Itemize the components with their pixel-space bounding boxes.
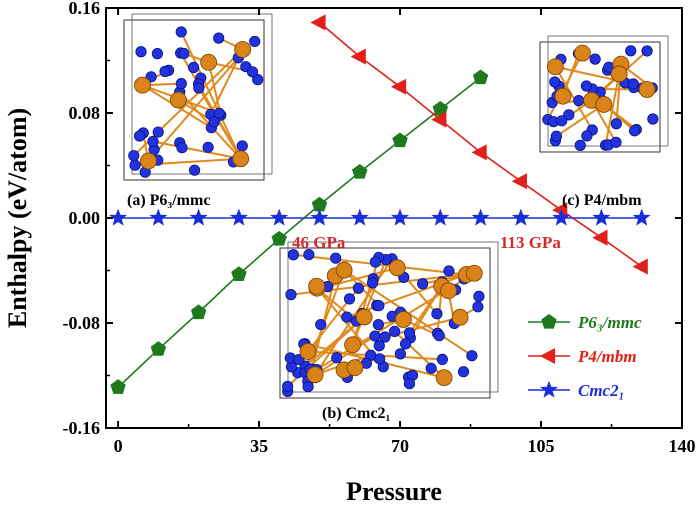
- axis-ticks: 0 35 70 105 140 0.16 0.08 0.00 -0.08 -0.16: [63, 0, 696, 456]
- series-line: [117, 76, 482, 388]
- y-tick-label: -0.08: [63, 313, 101, 333]
- legend-marker: [540, 380, 558, 398]
- data-point-star: [471, 208, 490, 226]
- data-point-pentagon: [352, 163, 368, 179]
- x-tick-label: 0: [114, 436, 123, 456]
- data-point-pentagon: [150, 341, 167, 356]
- y-tick-label: 0.08: [69, 103, 101, 123]
- crystal-structure-insets: [123, 13, 669, 399]
- data-point-star: [229, 208, 248, 226]
- legend: P6₃/mmc P4/mbm Cmc2₁: [528, 313, 642, 400]
- data-point-pentagon: [110, 379, 126, 394]
- legend-marker: [539, 347, 556, 365]
- x-tick-label: 105: [528, 436, 555, 456]
- series-markers: [109, 14, 651, 394]
- data-point-triangle-left: [350, 48, 366, 65]
- data-point-pentagon: [231, 266, 247, 281]
- data-point-star: [511, 208, 530, 226]
- data-point-triangle-left: [632, 258, 648, 275]
- data-point-triangle-left: [431, 111, 447, 128]
- data-point-star: [109, 208, 128, 226]
- data-point-star: [431, 208, 450, 226]
- legend-label: Cmc2₁: [578, 381, 625, 400]
- data-point-triangle-left: [310, 14, 326, 31]
- data-point-triangle-left: [592, 229, 608, 246]
- inset-caption-c: (c) P4/mbm: [562, 192, 642, 209]
- data-point-star: [592, 208, 611, 226]
- annotation-46gpa: 46 GPa: [292, 233, 346, 252]
- x-tick-label: 35: [250, 436, 268, 456]
- crystal-illustration: [123, 13, 273, 181]
- crystal-illustration: [539, 35, 669, 153]
- data-point-pentagon: [190, 304, 207, 320]
- data-point-pentagon: [271, 230, 287, 246]
- y-axis-label: Enthalpy (eV/atom): [3, 108, 32, 328]
- legend-marker: [541, 313, 557, 329]
- x-axis-label: Pressure: [346, 477, 442, 506]
- data-point-triangle-left: [390, 78, 407, 95]
- data-point-star: [391, 208, 410, 226]
- x-tick-label: 70: [391, 436, 409, 456]
- inset-caption-b: (b) Cmc2₁: [322, 405, 391, 422]
- data-point-star: [350, 208, 369, 226]
- data-point-star: [270, 208, 289, 226]
- inset-caption-a: (a) P6₃/mmc: [127, 192, 210, 209]
- data-point-star: [552, 208, 571, 226]
- data-point-triangle-left: [511, 173, 527, 190]
- data-point-star: [189, 208, 208, 226]
- data-point-triangle-left: [471, 144, 487, 161]
- data-point-star: [632, 208, 651, 226]
- legend-label: P6₃/mmc: [577, 313, 642, 332]
- data-point-pentagon: [472, 69, 489, 85]
- y-tick-label: 0.00: [69, 208, 101, 228]
- crystal-illustration: [279, 241, 499, 399]
- annotation-113gpa: 113 GPa: [500, 233, 561, 252]
- x-tick-label: 140: [669, 436, 696, 456]
- legend-label: P4/mbm: [577, 347, 637, 366]
- data-point-pentagon: [392, 132, 408, 148]
- y-tick-label: 0.16: [69, 0, 101, 18]
- data-point-star: [149, 208, 168, 226]
- y-tick-label: -0.16: [63, 418, 101, 438]
- data-point-star: [310, 208, 329, 226]
